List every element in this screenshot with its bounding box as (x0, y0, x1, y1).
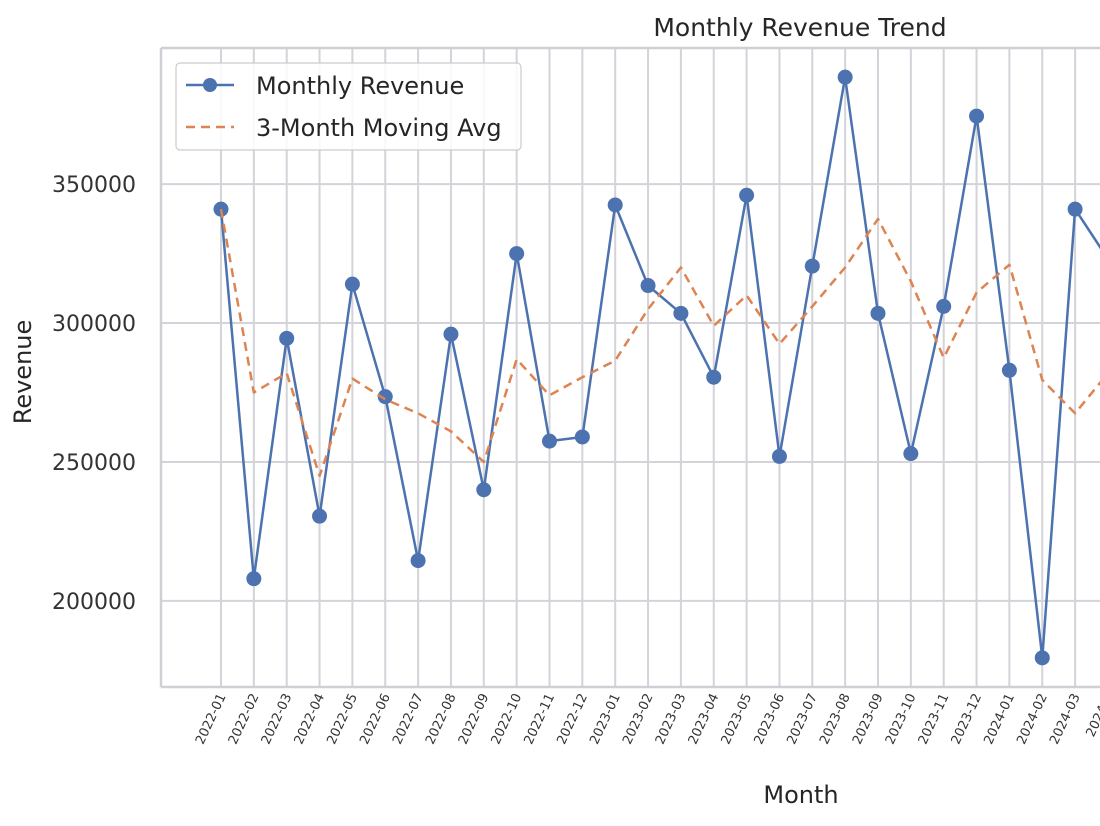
data-point (739, 187, 755, 203)
series-layer (213, 69, 1100, 666)
data-point (1067, 201, 1083, 217)
y-axis-label: Revenue (9, 320, 37, 425)
data-point (476, 482, 492, 498)
chart-title: Monthly Revenue Trend (653, 13, 946, 42)
data-point (1001, 362, 1017, 378)
y-tick-labels: 200000 250000 300000 350000 (52, 173, 136, 615)
data-point (312, 508, 328, 524)
y-tick-label: 250000 (52, 451, 136, 476)
data-point (673, 305, 689, 321)
data-point (771, 448, 787, 464)
data-point (640, 278, 656, 294)
y-tick-label: 350000 (52, 173, 136, 198)
data-point (870, 305, 886, 321)
data-point (706, 369, 722, 385)
data-point (509, 246, 525, 262)
x-axis-label: Month (763, 781, 838, 809)
legend-label-moving-avg: 3-Month Moving Avg (256, 114, 502, 142)
data-point (837, 69, 853, 85)
moving-avg-line (219, 208, 1100, 478)
data-point (410, 553, 426, 569)
data-point (344, 276, 360, 292)
data-point (542, 433, 557, 449)
data-point (1034, 650, 1050, 666)
data-point (574, 429, 590, 445)
axes (159, 46, 1100, 689)
data-point (377, 389, 393, 405)
legend-marker-monthly-revenue (203, 78, 217, 92)
data-point (443, 326, 459, 342)
data-point (246, 571, 262, 587)
y-tick-label: 300000 (52, 312, 136, 337)
data-point (279, 330, 295, 346)
y-tick-label: 200000 (52, 590, 136, 615)
monthly-revenue-line (219, 75, 1100, 660)
legend-box (175, 62, 522, 151)
data-point (903, 446, 919, 462)
data-point (804, 258, 820, 274)
legend: Monthly Revenue 3-Month Moving Avg (175, 62, 522, 151)
grid (161, 48, 1100, 687)
data-point (607, 197, 623, 213)
legend-label-monthly-revenue: Monthly Revenue (256, 72, 464, 100)
data-point (969, 108, 985, 124)
data-point (936, 298, 952, 314)
